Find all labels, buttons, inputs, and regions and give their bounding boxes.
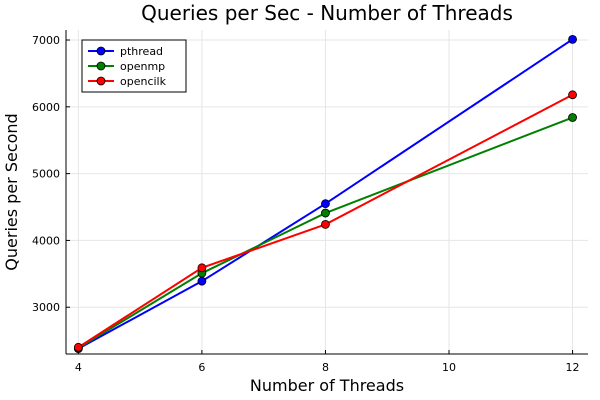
data-point-opencilk — [321, 219, 330, 229]
legend-swatch-marker — [96, 61, 106, 71]
legend: pthread openmp opencilk — [81, 39, 187, 93]
x-tick-label: 10 — [442, 361, 456, 374]
legend-swatch-marker — [96, 76, 106, 86]
y-tick-label: 7000 — [32, 34, 60, 47]
legend-item-openmp: openmp — [88, 60, 165, 73]
y-tick-label: 5000 — [32, 168, 60, 181]
data-point-pthread — [568, 34, 577, 44]
x-tick-label: 4 — [75, 361, 82, 374]
chart-title: Queries per Sec - Number of Threads — [141, 1, 513, 25]
data-point-opencilk — [73, 342, 83, 352]
series-line-opencilk — [77, 93, 574, 349]
data-point-openmp — [321, 208, 330, 218]
y-tick-label: 6000 — [32, 101, 60, 114]
legend-swatch-marker — [96, 46, 106, 56]
series-line-openmp — [77, 116, 573, 349]
series-opencilk — [73, 90, 577, 352]
x-tick-label: 12 — [566, 361, 580, 374]
legend-label: opencilk — [120, 75, 167, 88]
y-tick-label: 4000 — [32, 234, 60, 247]
data-point-opencilk — [568, 90, 577, 100]
legend-label: openmp — [120, 60, 165, 73]
data-point-openmp — [568, 113, 577, 122]
data-point-pthread — [197, 276, 207, 286]
legend-item-pthread: pthread — [88, 45, 163, 58]
legend-item-opencilk: opencilk — [88, 75, 167, 88]
series-layer — [73, 34, 577, 354]
x-tick-label: 8 — [322, 361, 329, 374]
data-point-opencilk — [197, 263, 207, 273]
x-axis-label: Number of Threads — [250, 376, 404, 395]
y-axis-label: Queries per Second — [2, 113, 21, 270]
y-tick-label: 3000 — [32, 301, 60, 314]
x-tick-label: 6 — [198, 361, 205, 374]
legend-label: pthread — [120, 45, 163, 58]
data-point-pthread — [321, 199, 330, 209]
